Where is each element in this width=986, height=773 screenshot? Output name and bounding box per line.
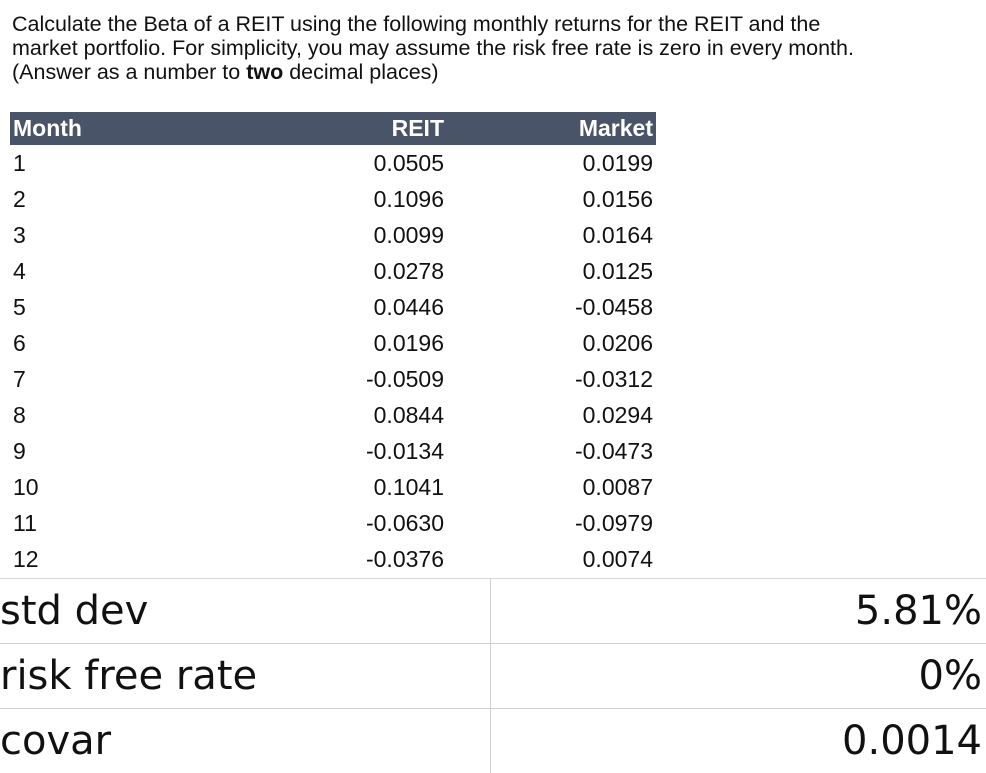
market-cell: 0.0164	[447, 217, 656, 253]
month-cell: 7	[10, 361, 306, 397]
reit-cell: 0.0278	[306, 253, 447, 289]
reit-cell: -0.0134	[306, 433, 447, 469]
reit-cell: 0.0844	[306, 397, 447, 433]
month-cell: 11	[10, 505, 306, 541]
month-cell: 4	[10, 253, 306, 289]
market-cell: 0.0199	[447, 145, 656, 181]
market-cell: 0.0074	[447, 541, 656, 577]
stat-value: 0%	[491, 644, 986, 709]
stat-label: covar	[0, 709, 491, 773]
question-line-3-end: decimal places)	[283, 60, 438, 84]
market-cell: -0.0312	[447, 361, 656, 397]
month-cell: 2	[10, 181, 306, 217]
header-market: Market	[447, 112, 656, 145]
reit-cell: 0.0505	[306, 145, 447, 181]
reit-cell: 0.0446	[306, 289, 447, 325]
returns-header-row: Month REIT Market	[10, 112, 656, 145]
stat-label: std dev	[0, 579, 491, 644]
market-cell: 0.0294	[447, 397, 656, 433]
question-line-1: Calculate the Beta of a REIT using the f…	[12, 12, 984, 36]
header-reit: REIT	[306, 112, 447, 145]
market-cell: -0.0473	[447, 433, 656, 469]
market-cell: -0.0979	[447, 505, 656, 541]
stat-value: 5.81%	[491, 579, 986, 644]
month-cell: 12	[10, 541, 306, 577]
month-cell: 5	[10, 289, 306, 325]
month-cell: 3	[10, 217, 306, 253]
table-row: 9-0.0134-0.0473	[10, 433, 656, 469]
question-line-3: (Answer as a number to two decimal place…	[12, 60, 984, 84]
header-month: Month	[10, 112, 306, 145]
reit-cell: 0.0196	[306, 325, 447, 361]
reit-cell: -0.0376	[306, 541, 447, 577]
reit-cell: 0.0099	[306, 217, 447, 253]
table-row: 11-0.0630-0.0979	[10, 505, 656, 541]
month-cell: 10	[10, 469, 306, 505]
market-cell: 0.0087	[447, 469, 656, 505]
stat-label: risk free rate	[0, 644, 491, 709]
month-cell: 6	[10, 325, 306, 361]
question-line-2: market portfolio. For simplicity, you ma…	[12, 36, 984, 60]
table-row: 7-0.0509-0.0312	[10, 361, 656, 397]
reit-cell: -0.0630	[306, 505, 447, 541]
question-text: Calculate the Beta of a REIT using the f…	[12, 12, 984, 84]
month-cell: 1	[10, 145, 306, 181]
market-cell: 0.0156	[447, 181, 656, 217]
market-cell: 0.0125	[447, 253, 656, 289]
market-cell: -0.0458	[447, 289, 656, 325]
question-line-3-start: (Answer as a number to	[12, 60, 246, 84]
month-cell: 8	[10, 397, 306, 433]
reit-cell: -0.0509	[306, 361, 447, 397]
question-emphasis: two	[246, 60, 283, 84]
stat-value: 0.0014	[491, 709, 986, 773]
month-cell: 9	[10, 433, 306, 469]
reit-cell: 0.1096	[306, 181, 447, 217]
market-cell: 0.0206	[447, 325, 656, 361]
reit-cell: 0.1041	[306, 469, 447, 505]
